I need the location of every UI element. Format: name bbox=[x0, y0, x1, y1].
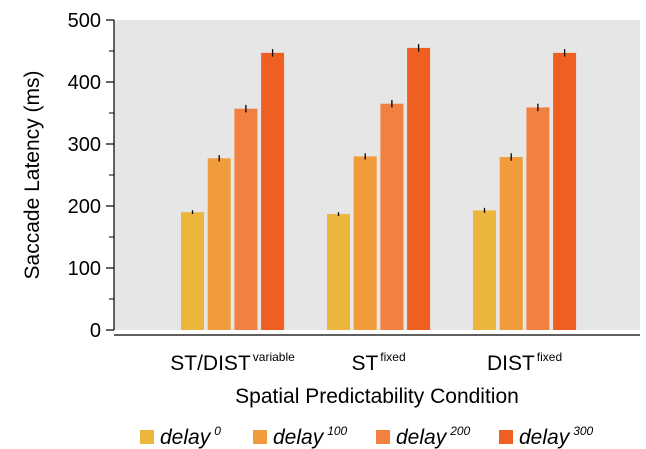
bars-layer bbox=[181, 47, 577, 331]
bar bbox=[473, 210, 496, 330]
legend-label: delay 0 bbox=[160, 424, 221, 449]
error-bars-layer bbox=[191, 44, 566, 216]
y-axis-title: Saccade Latency (ms) bbox=[21, 71, 44, 280]
bar bbox=[353, 156, 377, 330]
bar bbox=[553, 52, 577, 331]
y-tick-label: 300 bbox=[68, 134, 101, 156]
bar bbox=[499, 157, 523, 330]
y-ticks-layer: 0 100 200 300 400 500 bbox=[68, 10, 114, 342]
category-labels-layer: ST/DIST variable ST fixed DIST fixed bbox=[170, 350, 562, 375]
bar bbox=[261, 52, 285, 331]
legend-label: delay 100 bbox=[273, 424, 348, 449]
y-tick-label: 100 bbox=[68, 258, 101, 280]
legend-label: delay 200 bbox=[396, 424, 471, 449]
bar bbox=[526, 107, 550, 330]
bar bbox=[407, 47, 431, 331]
x-axis-title: Spatial Predictability Condition bbox=[235, 385, 519, 408]
bar bbox=[234, 108, 258, 330]
y-tick-label: 400 bbox=[68, 72, 101, 94]
bar bbox=[207, 158, 231, 330]
category-label: ST/DIST variable bbox=[170, 350, 295, 375]
category-label: DIST fixed bbox=[487, 350, 562, 375]
legend-label: delay 300 bbox=[519, 424, 594, 449]
bar bbox=[181, 212, 204, 330]
legend: delay 0 delay 100 delay 200 delay 300 bbox=[140, 424, 594, 449]
legend-swatch bbox=[376, 430, 390, 444]
legend-swatch bbox=[253, 430, 267, 444]
y-tick-label: 0 bbox=[90, 320, 101, 342]
bar bbox=[380, 103, 404, 330]
legend-swatch bbox=[499, 430, 513, 444]
y-tick-label: 500 bbox=[68, 10, 101, 32]
legend-swatch bbox=[140, 430, 154, 444]
category-label: ST fixed bbox=[351, 350, 405, 375]
y-tick-label: 200 bbox=[68, 196, 101, 218]
bar bbox=[327, 214, 350, 330]
